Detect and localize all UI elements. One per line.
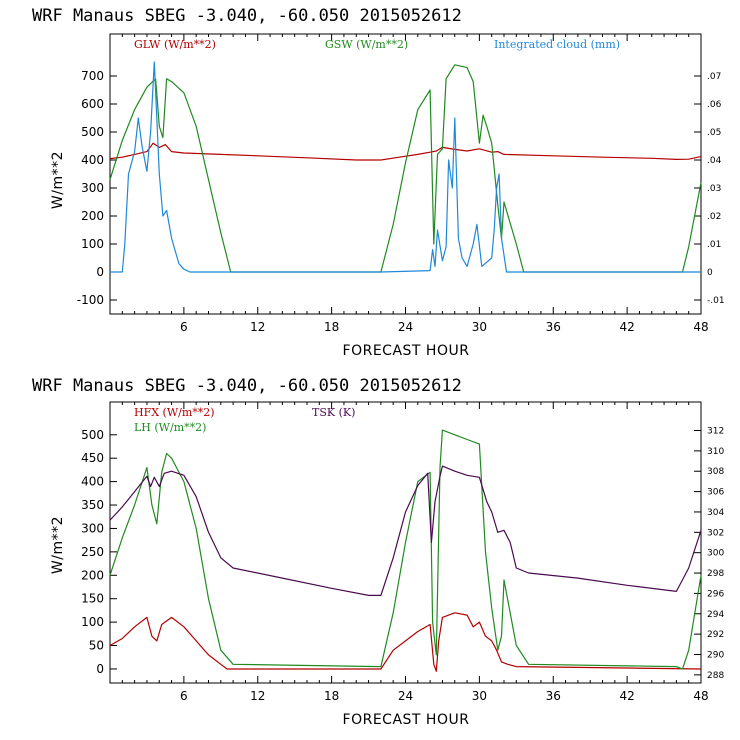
bottom-x-tick-label: 30 — [472, 689, 487, 703]
top-y-tick-label: 200 — [81, 209, 104, 223]
top-y2-tick-label: -.01 — [707, 296, 725, 306]
top-chart: 6 12 18 24 30 36 42 48 -100 0 100 200 300 400 500 600 70… — [77, 33, 725, 334]
top-x-tick-label: 48 — [693, 320, 708, 334]
bottom-y-tick-label: 100 — [81, 615, 104, 629]
bottom-x-tick-label: 36 — [546, 689, 561, 703]
top-x-tick-label: 12 — [250, 320, 265, 334]
bottom-y-tick-label: 0 — [96, 662, 104, 676]
top-y2-tick-label: .07 — [707, 72, 721, 82]
bottom-y2-tick-label: 312 — [707, 427, 724, 437]
top-y-axis-label: W/m**2 — [50, 151, 66, 209]
top-x-tick-label: 24 — [398, 320, 413, 334]
bottom-y2-tick-label: 292 — [707, 630, 724, 640]
legend-hfx: HFX (W/m**2) — [134, 406, 215, 419]
top-series-integrated — [110, 61, 701, 273]
bottom-y-tick-label: 500 — [81, 428, 104, 442]
bottom-x-tick-label: 24 — [398, 689, 413, 703]
bottom-y-tick-label: 400 — [81, 475, 104, 489]
top-y2-tick-label: .04 — [707, 156, 722, 166]
bottom-y2-tick-label: 306 — [707, 488, 724, 498]
top-y2-tick-label: .06 — [707, 100, 722, 110]
bottom-y-tick-label: 250 — [81, 545, 104, 559]
top-x-axis-label: FORECAST HOUR — [343, 343, 470, 359]
bottom-y2-tick-label: 310 — [707, 447, 724, 457]
top-y2-tick-label: 0 — [707, 268, 713, 278]
top-y2-tick-label: .02 — [707, 212, 721, 222]
top-chart-title: WRF Manaus SBEG -3.040, -60.050 20150526… — [32, 6, 462, 26]
bottom-x-tick-label: 48 — [693, 689, 708, 703]
bottom-x-tick-label: 18 — [324, 689, 339, 703]
bottom-y-axis-label: W/m**2 — [50, 516, 66, 574]
top-x-tick-label: 18 — [324, 320, 339, 334]
bottom-y-tick-label: 450 — [81, 451, 104, 465]
bottom-y-tick-label: 350 — [81, 498, 104, 512]
top-y-tick-label: -100 — [77, 293, 104, 307]
bottom-y2-tick-label: 308 — [707, 467, 724, 477]
bottom-y-tick-label: 150 — [81, 592, 104, 606]
legend-glw: GLW (W/m**2) — [134, 38, 216, 51]
bottom-series-hfx — [109, 612, 702, 672]
top-y2-tick-label: .03 — [707, 184, 721, 194]
bottom-x-tick-label: 6 — [180, 689, 188, 703]
top-x-tick-label: 30 — [472, 320, 487, 334]
bottom-y2-tick-label: 298 — [707, 569, 724, 579]
bottom-y2-tick-label: 304 — [707, 508, 724, 518]
bottom-chart-title: WRF Manaus SBEG -3.040, -60.050 20150526… — [32, 376, 462, 396]
legend-integrated-cloud: Integrated cloud (mm) — [494, 38, 620, 51]
bottom-chart: 6 12 18 24 30 36 42 48 0 50 100 150 200 250 300 350 400 4… — [81, 401, 724, 703]
top-series-glw — [109, 142, 702, 161]
bottom-series-lh — [109, 429, 702, 670]
bottom-y2-tick-label: 302 — [707, 528, 724, 538]
bottom-y-tick-label: 300 — [81, 521, 104, 535]
top-y-tick-label: 700 — [81, 69, 104, 83]
bottom-y2-tick-label: 300 — [707, 549, 724, 559]
bottom-x-axis-label: FORECAST HOUR — [343, 712, 470, 728]
top-y-tick-label: 100 — [81, 237, 104, 251]
top-x-tick-label: 36 — [546, 320, 561, 334]
bottom-y2-tick-label: 288 — [707, 671, 724, 681]
bottom-y2-tick-label: 290 — [707, 650, 724, 660]
bottom-y-tick-label: 200 — [81, 568, 104, 582]
bottom-x-tick-label: 12 — [250, 689, 265, 703]
bottom-y-tick-label: 50 — [89, 639, 104, 653]
top-x-tick-label: 6 — [180, 320, 188, 334]
top-y-tick-label: 0 — [96, 265, 104, 279]
top-y-tick-label: 600 — [81, 97, 104, 111]
bottom-y2-tick-label: 296 — [707, 589, 724, 599]
legend-tsk: TSK (K) — [312, 406, 355, 419]
top-series-gsw — [109, 64, 702, 273]
top-y-tick-label: 300 — [81, 181, 104, 195]
top-y-tick-label: 400 — [81, 153, 104, 167]
bottom-y2-tick-label: 294 — [707, 610, 724, 620]
top-y2-tick-label: .01 — [707, 240, 721, 250]
top-x-tick-label: 42 — [619, 320, 634, 334]
top-y2-tick-label: .05 — [707, 128, 721, 138]
top-y-tick-label: 500 — [81, 125, 104, 139]
bottom-x-tick-label: 42 — [619, 689, 634, 703]
legend-gsw: GSW (W/m**2) — [325, 38, 408, 51]
bottom-series-tsk — [109, 465, 702, 597]
legend-lh: LH (W/m**2) — [134, 421, 206, 434]
